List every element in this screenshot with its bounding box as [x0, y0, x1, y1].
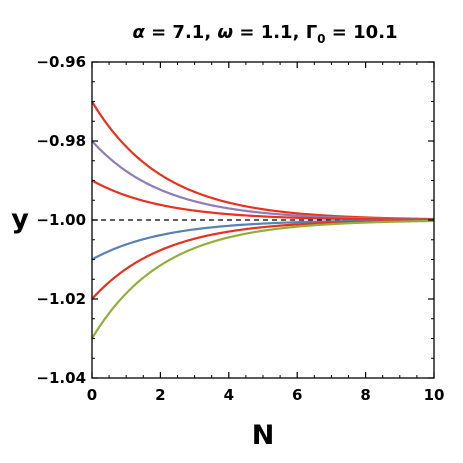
x-tick-label: 6	[292, 386, 302, 404]
x-tick-label: 4	[224, 386, 234, 404]
x-tick-label: 0	[87, 386, 97, 404]
plot-area	[91, 100, 435, 340]
y-tick-label: −1.04	[36, 369, 86, 387]
y-tick-label: −1.00	[36, 211, 86, 229]
y-axis: −1.04 −1.02 −1.00 −0.98 −0.96	[36, 53, 434, 387]
series-line-2	[91, 140, 435, 221]
y-tick-label: −0.96	[36, 53, 86, 71]
x-axis-label: N	[252, 420, 275, 451]
series-line-6	[91, 219, 435, 340]
x-tick-label: 2	[155, 386, 165, 404]
y-tick-label: −0.98	[36, 132, 86, 150]
series-line-3	[91, 179, 434, 221]
y-tick-label: −1.02	[36, 290, 86, 308]
series-line-5	[91, 219, 435, 300]
x-tick-label: 8	[360, 386, 370, 404]
x-tick-label: 10	[424, 386, 445, 404]
chart-title: α = 7.1, ω = 1.1, Γ0 = 10.1	[132, 22, 397, 46]
x-axis: 0 2 4 6 8 10	[87, 62, 445, 404]
y-axis-label: y	[11, 204, 29, 235]
